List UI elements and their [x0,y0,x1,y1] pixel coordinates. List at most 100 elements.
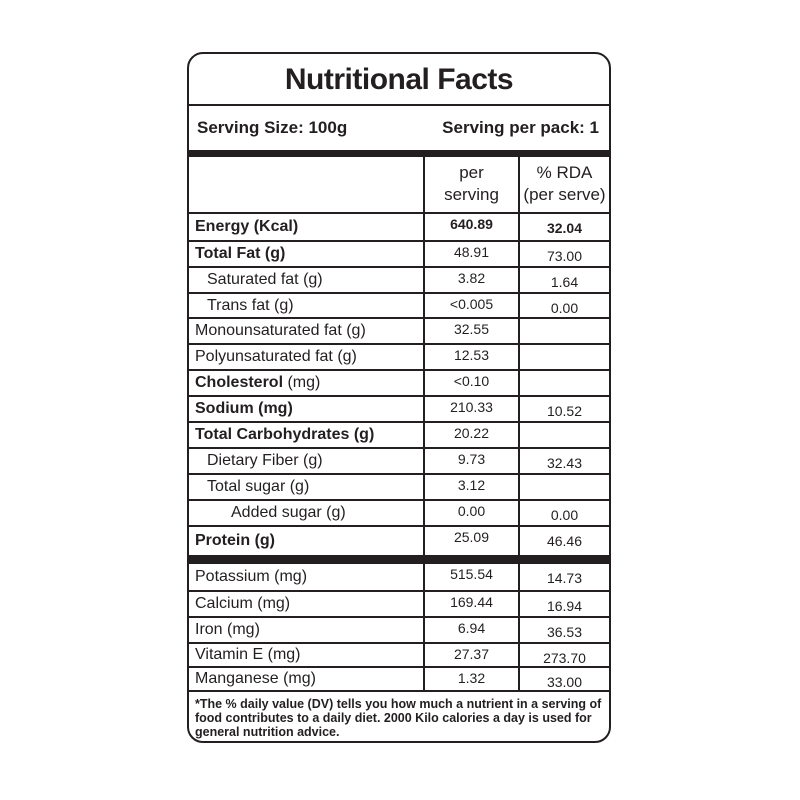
nutrient-name: Dietary Fiber (g) [189,449,425,473]
nutrient-name-bold: Energy (Kcal) [195,218,299,235]
per-serving-value: 6.94 [425,618,520,642]
header-per-serving: per serving [425,157,520,212]
nutrient-name: Iron (mg) [189,618,425,642]
nutrient-name: Calcium (mg) [189,592,425,616]
table-header: per serving % RDA (per serve) [189,157,609,214]
nutrient-name: Total sugar (g) [189,475,425,499]
nutrient-name: Sodium (mg) [189,397,425,421]
nutrient-name: Manganese (mg) [189,668,425,690]
thick-divider [189,557,609,564]
mineral-nutrients: Potassium (mg) 515.54 14.73 Calcium (mg) 169… [189,564,609,692]
nutrient-name-text: Vitamin E (mg) [195,646,301,663]
nutrient-name-text: (mg) [283,374,321,391]
rda-value: 32.43 [546,455,583,471]
per-serving-value: 1.32 [425,668,520,690]
table-row: Total Fat (g) 48.91 73.00 [189,242,609,268]
nutrient-name-text: Iron (mg) [195,621,260,638]
nutrient-name: Energy (Kcal) [189,214,425,240]
table-row: Potassium (mg) 515.54 14.73 [189,564,609,592]
table-row: Trans fat (g) <0.005 0.00 [189,294,609,319]
nutrient-name: Total Fat (g) [189,242,425,266]
nutrient-name-bold: Total Carbohydrates (g) [195,426,375,443]
per-serving-value: <0.10 [425,371,520,395]
nutrient-name: Polyunsaturated fat (g) [189,345,425,369]
rda-value: 33.00 [546,674,583,690]
nutrient-name-bold: Total Fat (g) [195,245,286,262]
nutrient-name-text: Monounsaturated fat (g) [195,322,366,339]
per-serving-value: <0.005 [425,294,520,317]
table-row: Total sugar (g) 3.12 [189,475,609,501]
table-row: Added sugar (g) 0.00 0.00 [189,501,609,527]
nutrient-name-text: Polyunsaturated fat (g) [195,348,357,365]
nutrient-name: Protein (g) [189,527,425,555]
rda-value: 32.04 [546,220,583,236]
per-serving-value: 32.55 [425,319,520,343]
table-row: Cholesterol (mg) <0.10 [189,371,609,397]
table-row: Protein (g) 25.09 46.46 [189,527,609,557]
per-serving-value: 9.73 [425,449,520,473]
rda-value: 0.00 [550,300,579,316]
header-per: per [459,163,484,182]
nutrient-name-text: Manganese (mg) [195,670,316,687]
nutrient-name: Vitamin E (mg) [189,644,425,666]
per-serving-value: 20.22 [425,423,520,447]
rda-value: 14.73 [546,570,583,586]
nutrient-name: Cholesterol (mg) [189,371,425,395]
header-rda: % RDA (per serve) [520,157,609,212]
per-serving-value: 210.33 [425,397,520,421]
table-row: Total Carbohydrates (g) 20.22 [189,423,609,449]
nutrient-name: Monounsaturated fat (g) [189,319,425,343]
rda-value: 10.52 [546,403,583,419]
nutrient-name-text: Total sugar (g) [207,478,310,495]
per-serving-value: 12.53 [425,345,520,369]
nutrient-name: Added sugar (g) [189,501,425,525]
table-row: Sodium (mg) 210.33 10.52 [189,397,609,423]
per-serving-value: 27.37 [425,644,520,666]
rda-value: 1.64 [550,274,579,290]
nutrient-name-text: Calcium (mg) [195,595,291,612]
nutrient-name-text: Potassium (mg) [195,568,308,585]
rda-value [520,423,609,447]
per-serving-value: 25.09 [425,527,520,555]
table-row: Saturated fat (g) 3.82 1.64 [189,268,609,294]
per-serving-value: 48.91 [425,242,520,266]
main-nutrients: Energy (Kcal) 640.89 32.04 Total Fat (g) 48.… [189,214,609,557]
per-serving-value: 515.54 [425,564,520,590]
per-serving-value: 169.44 [425,592,520,616]
table-row: Calcium (mg) 169.44 16.94 [189,592,609,618]
header-per-serve: (per serve) [523,185,606,204]
rda-value: 46.46 [546,533,583,549]
per-serving-value: 3.82 [425,268,520,292]
rda-value: 73.00 [546,248,583,264]
table-row: Polyunsaturated fat (g) 12.53 [189,345,609,371]
nutrient-name-text: Added sugar (g) [231,504,346,521]
serving-info: Serving Size: 100g Serving per pack: 1 [189,106,609,150]
rda-value [520,345,609,369]
table-row: Dietary Fiber (g) 9.73 32.43 [189,449,609,475]
nutrition-label: Nutritional Facts Serving Size: 100g Ser… [187,52,611,743]
table-row: Energy (Kcal) 640.89 32.04 [189,214,609,242]
rda-value [520,475,609,499]
table-row: Iron (mg) 6.94 36.53 [189,618,609,644]
nutrient-name: Trans fat (g) [189,294,425,317]
rda-value: 0.00 [550,507,579,523]
nutrient-name: Saturated fat (g) [189,268,425,292]
table-row: Manganese (mg) 1.32 33.00 [189,668,609,692]
nutrient-name: Potassium (mg) [189,564,425,590]
footnote: *The % daily value (DV) tells you how mu… [195,697,602,739]
per-serving-value: 3.12 [425,475,520,499]
rda-value: 16.94 [546,598,583,614]
rda-value [520,371,609,395]
serving-per-pack: Serving per pack: 1 [442,118,599,137]
table-row: Vitamin E (mg) 27.37 273.70 [189,644,609,668]
thick-divider [189,150,609,157]
serving-size: Serving Size: 100g [197,118,348,137]
label-title: Nutritional Facts [189,54,609,106]
nutrient-name-bold: Sodium (mg) [195,400,293,417]
header-serving: serving [444,185,499,204]
rda-value [520,319,609,343]
header-rda-pct: % RDA [536,163,593,182]
table-row: Monounsaturated fat (g) 32.55 [189,319,609,345]
header-blank [189,157,425,212]
rda-value: 273.70 [543,650,586,666]
